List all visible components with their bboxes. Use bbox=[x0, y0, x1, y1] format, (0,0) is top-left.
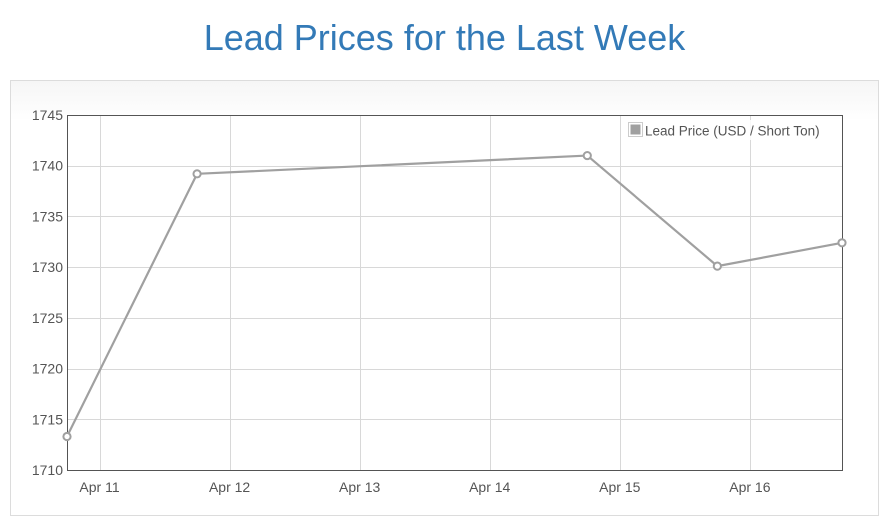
x-tick-label: Apr 12 bbox=[209, 479, 250, 495]
chart-panel bbox=[10, 80, 879, 516]
legend-label: Lead Price (USD / Short Ton) bbox=[645, 124, 820, 139]
data-point[interactable] bbox=[837, 238, 847, 248]
y-tick-label: 1720 bbox=[32, 361, 63, 377]
page-title: Lead Prices for the Last Week bbox=[203, 17, 686, 58]
legend-box bbox=[625, 120, 832, 140]
legend-swatch bbox=[630, 124, 641, 135]
grid-lines bbox=[67, 115, 842, 470]
y-axis-ticks: 1710 1715 1720 1725 1730 1735 1740 1745 bbox=[32, 107, 63, 478]
data-point[interactable] bbox=[582, 150, 592, 161]
y-tick-label: 1710 bbox=[32, 462, 63, 478]
y-tick-label: 1745 bbox=[32, 107, 63, 123]
x-tick-label: Apr 14 bbox=[469, 479, 510, 495]
x-tick-label: Apr 15 bbox=[599, 479, 640, 495]
data-point[interactable] bbox=[192, 169, 202, 179]
data-point[interactable] bbox=[62, 431, 72, 442]
y-tick-label: 1715 bbox=[32, 411, 63, 427]
legend[interactable]: Lead Price (USD / Short Ton) bbox=[625, 120, 832, 140]
x-tick-label: Apr 11 bbox=[79, 479, 119, 495]
x-tick-label: Apr 16 bbox=[729, 479, 770, 495]
y-tick-label: 1735 bbox=[32, 208, 63, 224]
data-point[interactable] bbox=[712, 261, 722, 271]
plot-area-border bbox=[67, 115, 843, 471]
series-line bbox=[66, 154, 843, 438]
x-axis-ticks: Apr 11 Apr 12 Apr 13 Apr 14 Apr 15 Apr 16 bbox=[79, 479, 770, 495]
y-tick-label: 1725 bbox=[32, 310, 63, 326]
y-tick-label: 1740 bbox=[32, 158, 63, 174]
series-layer bbox=[62, 150, 847, 442]
y-tick-label: 1730 bbox=[32, 259, 63, 275]
x-tick-label: Apr 13 bbox=[339, 479, 380, 495]
